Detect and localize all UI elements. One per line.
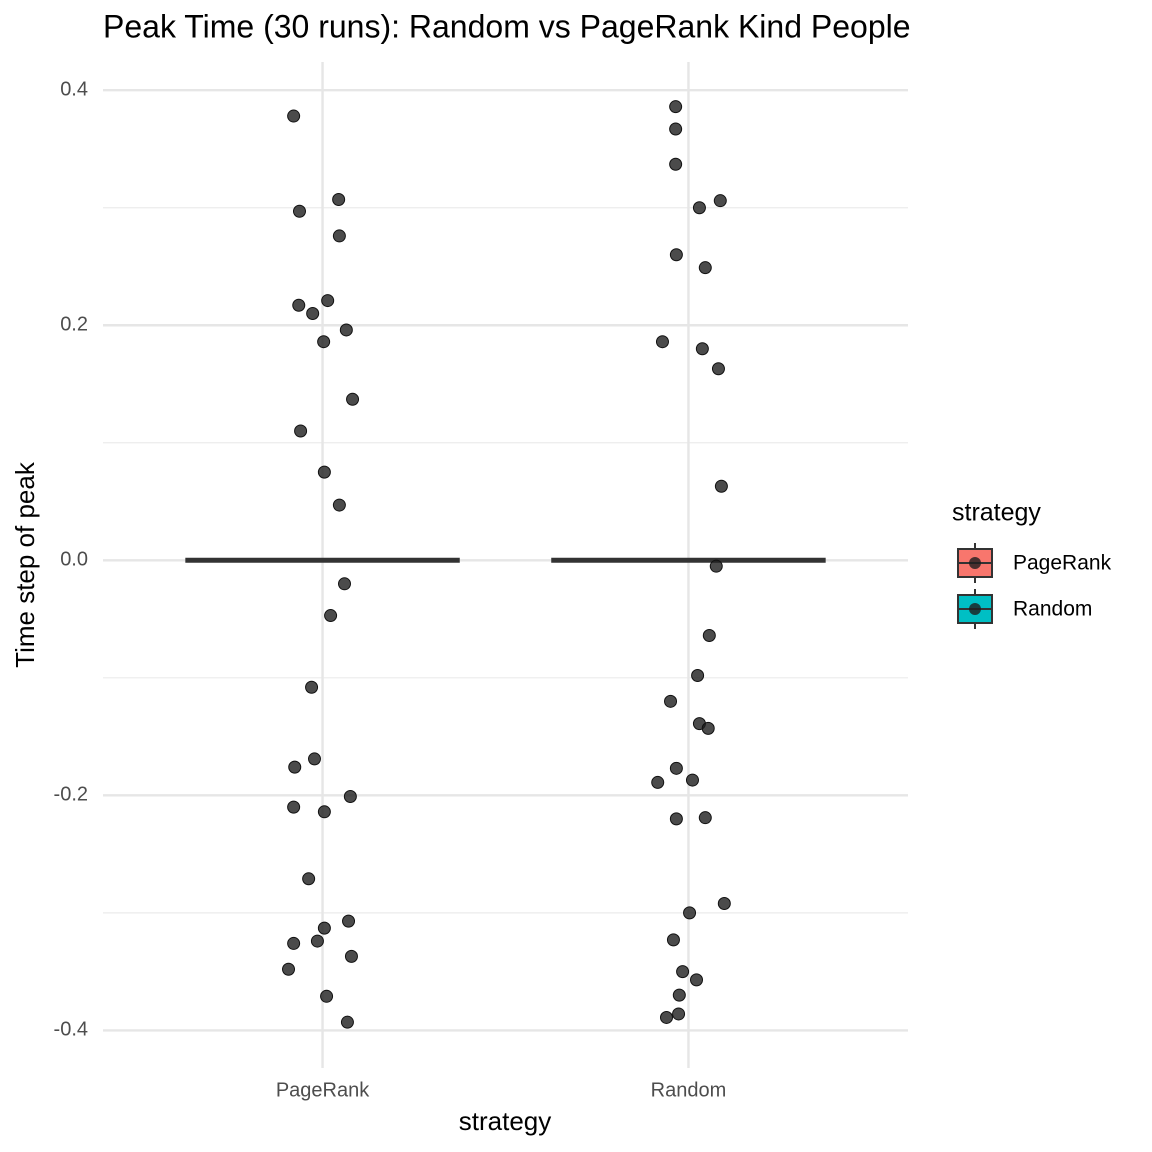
y-axis-label: Time step of peak xyxy=(10,461,40,668)
y-tick-label: 0.0 xyxy=(60,549,88,571)
jitter-point xyxy=(651,775,665,789)
jitter-point xyxy=(669,812,683,826)
jitter-point xyxy=(317,805,331,819)
jitter-point xyxy=(332,193,346,207)
jitter-point xyxy=(320,989,334,1003)
legend-label: PageRank xyxy=(1013,552,1112,575)
jitter-point xyxy=(292,298,306,312)
y-tick-label: 0.2 xyxy=(60,314,88,336)
jitter-point xyxy=(282,962,296,976)
jitter-point xyxy=(660,1010,673,1024)
jitter-point xyxy=(317,465,331,479)
jitter-point xyxy=(669,100,683,114)
legend-point xyxy=(969,557,981,569)
jitter-point xyxy=(292,204,306,218)
jitter-point xyxy=(664,694,678,708)
jitter-point xyxy=(672,1007,686,1021)
jitter-point xyxy=(306,307,320,320)
y-tick-label: -0.2 xyxy=(54,784,88,806)
jitter-point xyxy=(701,721,715,735)
jitter-point xyxy=(685,773,699,787)
jitter-point xyxy=(287,936,301,950)
jitter-point xyxy=(698,811,712,825)
jitter-point xyxy=(287,800,301,814)
jitter-point xyxy=(690,973,704,987)
jitter-point xyxy=(666,933,680,947)
jitter-point xyxy=(332,229,346,243)
jitter-point xyxy=(302,872,316,886)
jitter-point xyxy=(672,988,686,1002)
jitter-point xyxy=(669,122,683,136)
jitter-point xyxy=(294,424,308,438)
jitter-point xyxy=(669,157,683,171)
jitter-point xyxy=(713,194,727,208)
jitter-point xyxy=(695,342,709,356)
jitter-point xyxy=(307,752,321,766)
legend-point xyxy=(969,603,981,615)
jitter-point xyxy=(317,921,331,935)
jitter-point xyxy=(310,934,324,948)
jitter-point xyxy=(717,896,731,910)
jitter-point xyxy=(346,392,360,406)
jitter-point xyxy=(340,1015,354,1029)
jitter-point xyxy=(342,914,356,928)
jitter-point xyxy=(714,479,728,493)
jitter-point xyxy=(655,335,669,349)
jitter-point xyxy=(317,335,331,349)
jitter-point xyxy=(332,498,346,512)
y-tick-label: 0.4 xyxy=(60,78,88,100)
jitter-point xyxy=(288,760,302,774)
jitter-point xyxy=(676,965,690,979)
jitter-point xyxy=(343,790,357,804)
jitter-point xyxy=(709,559,723,573)
x-tick-label: PageRank xyxy=(276,1079,370,1101)
jitter-point xyxy=(324,609,338,623)
jitter-point xyxy=(321,294,335,308)
jitter-point xyxy=(702,629,716,643)
jitter-point xyxy=(698,261,712,275)
jitter-point xyxy=(344,949,358,963)
jitter-point xyxy=(691,668,705,682)
jitter-point xyxy=(287,109,301,123)
legend-title: strategy xyxy=(952,499,1041,527)
jitter-point xyxy=(669,248,683,262)
legend-label: Random xyxy=(1013,598,1092,621)
jitter-point xyxy=(305,680,319,694)
jitter-point xyxy=(338,577,351,591)
jitter-point xyxy=(669,761,683,775)
x-tick-label: Random xyxy=(651,1079,727,1101)
jitter-point xyxy=(339,323,353,337)
chart-title: Peak Time (30 runs): Random vs PageRank … xyxy=(103,8,911,44)
jitter-point xyxy=(692,201,706,215)
x-axis-label: strategy xyxy=(459,1106,552,1136)
jitter-point xyxy=(711,362,725,376)
y-tick-label: -0.4 xyxy=(54,1019,88,1041)
jitter-point xyxy=(683,906,697,920)
